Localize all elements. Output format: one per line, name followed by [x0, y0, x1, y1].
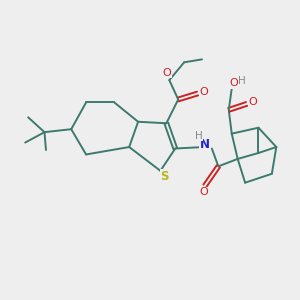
- Text: O: O: [230, 78, 239, 88]
- Text: S: S: [160, 170, 169, 183]
- Text: O: O: [248, 98, 257, 107]
- Text: O: O: [199, 187, 208, 197]
- Text: H: H: [195, 131, 203, 141]
- Text: O: O: [199, 87, 208, 97]
- Text: N: N: [200, 138, 210, 151]
- Text: H: H: [238, 76, 246, 86]
- Text: O: O: [163, 68, 171, 78]
